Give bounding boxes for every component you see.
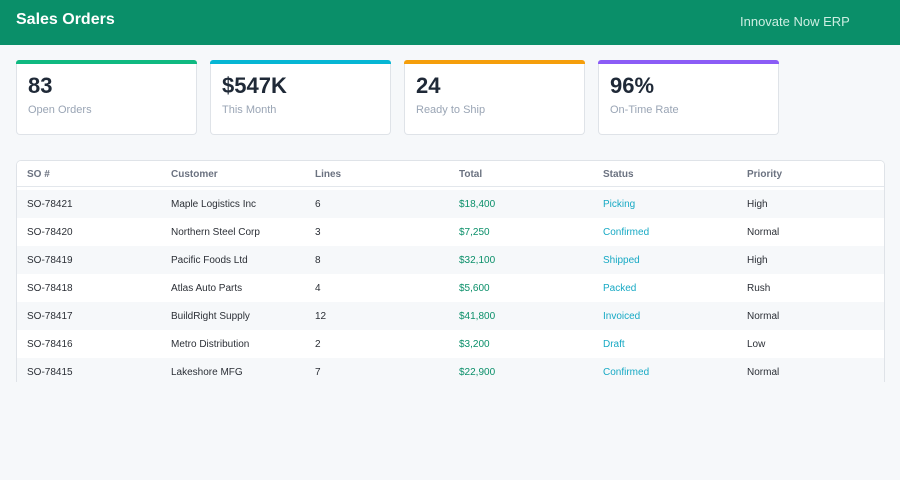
column-header-priority[interactable]: Priority: [747, 169, 783, 180]
cell-so-number: SO-78420: [27, 227, 73, 238]
column-header-so-number[interactable]: SO #: [27, 169, 50, 180]
cell-status: Shipped: [603, 255, 640, 266]
cell-lines: 4: [315, 283, 321, 294]
page-title: Sales Orders: [16, 11, 115, 28]
kpi-label: This Month: [222, 104, 277, 116]
kpi-card-this-month[interactable]: $547K This Month: [210, 60, 391, 135]
kpi-value: 24: [416, 73, 441, 98]
cell-total: $3,200: [459, 339, 490, 350]
card-accent-bar: [404, 60, 585, 64]
cell-status: Packed: [603, 283, 637, 294]
kpi-value: 83: [28, 73, 53, 98]
cell-lines: 6: [315, 199, 321, 210]
kpi-label: Open Orders: [28, 104, 92, 116]
cell-priority: High: [747, 199, 768, 210]
cell-customer: Maple Logistics Inc: [171, 199, 257, 210]
cell-so-number: SO-78418: [27, 283, 73, 294]
cell-total: $41,800: [459, 311, 496, 322]
table-row[interactable]: SO-78420 Northern Steel Corp 3 $7,250 Co…: [17, 218, 884, 246]
table-row[interactable]: SO-78421 Maple Logistics Inc 6 $18,400 P…: [17, 190, 884, 218]
cell-priority: High: [747, 255, 768, 266]
table-row[interactable]: SO-78415 Lakeshore MFG 7 $22,900 Confirm…: [17, 358, 884, 382]
kpi-value: 96%: [610, 73, 655, 98]
cell-so-number: SO-78416: [27, 339, 73, 350]
column-header-lines[interactable]: Lines: [315, 169, 342, 180]
cell-total: $18,400: [459, 199, 496, 210]
cell-priority: Low: [747, 339, 766, 350]
cell-total: $7,250: [459, 227, 490, 238]
sales-orders-table: SO # Customer Lines Total Status Priorit…: [16, 160, 885, 382]
table-row[interactable]: SO-78419 Pacific Foods Ltd 8 $32,100 Shi…: [17, 246, 884, 274]
card-accent-bar: [598, 60, 779, 64]
cell-lines: 12: [315, 311, 327, 322]
cell-customer: Pacific Foods Ltd: [171, 255, 248, 266]
cell-total: $22,900: [459, 367, 496, 378]
cell-priority: Normal: [747, 227, 780, 238]
cell-so-number: SO-78415: [27, 367, 73, 378]
table-row[interactable]: SO-78418 Atlas Auto Parts 4 $5,600 Packe…: [17, 274, 884, 302]
cell-customer: BuildRight Supply: [171, 311, 250, 322]
column-header-total[interactable]: Total: [459, 169, 483, 180]
brand-name[interactable]: Innovate Now ERP: [740, 14, 850, 29]
cell-so-number: SO-78417: [27, 311, 73, 322]
table-row[interactable]: SO-78416 Metro Distribution 2 $3,200 Dra…: [17, 330, 884, 358]
cell-customer: Lakeshore MFG: [171, 367, 243, 378]
cell-status: Confirmed: [603, 367, 650, 378]
card-accent-bar: [16, 60, 197, 64]
table-row[interactable]: SO-78417 BuildRight Supply 12 $41,800 In…: [17, 302, 884, 330]
cell-status: Invoiced: [603, 311, 641, 322]
kpi-label: Ready to Ship: [416, 104, 486, 116]
kpi-label: On-Time Rate: [610, 104, 679, 116]
cell-priority: Normal: [747, 311, 780, 322]
cell-customer: Metro Distribution: [171, 339, 250, 350]
kpi-card-on-time-rate[interactable]: 96% On-Time Rate: [598, 60, 779, 135]
column-header-customer[interactable]: Customer: [171, 169, 218, 180]
cell-lines: 7: [315, 367, 321, 378]
card-accent-bar: [210, 60, 391, 64]
kpi-card-ready-to-ship[interactable]: 24 Ready to Ship: [404, 60, 585, 135]
cell-status: Draft: [603, 339, 625, 350]
cell-so-number: SO-78419: [27, 255, 73, 266]
cell-status: Picking: [603, 199, 636, 210]
cell-priority: Normal: [747, 367, 780, 378]
column-header-status[interactable]: Status: [603, 169, 634, 180]
cell-total: $32,100: [459, 255, 496, 266]
kpi-card-open-orders[interactable]: 83 Open Orders: [16, 60, 197, 135]
cell-customer: Atlas Auto Parts: [171, 283, 243, 294]
cell-lines: 2: [315, 339, 321, 350]
app-header: Sales Orders Innovate Now ERP: [0, 0, 900, 45]
cell-priority: Rush: [747, 283, 771, 294]
table-header-row: SO # Customer Lines Total Status Priorit…: [17, 161, 884, 187]
cell-total: $5,600: [459, 283, 490, 294]
cell-status: Confirmed: [603, 227, 650, 238]
cell-customer: Northern Steel Corp: [171, 227, 260, 238]
cell-so-number: SO-78421: [27, 199, 73, 210]
cell-lines: 3: [315, 227, 321, 238]
kpi-value: $547K: [222, 73, 287, 98]
cell-lines: 8: [315, 255, 321, 266]
